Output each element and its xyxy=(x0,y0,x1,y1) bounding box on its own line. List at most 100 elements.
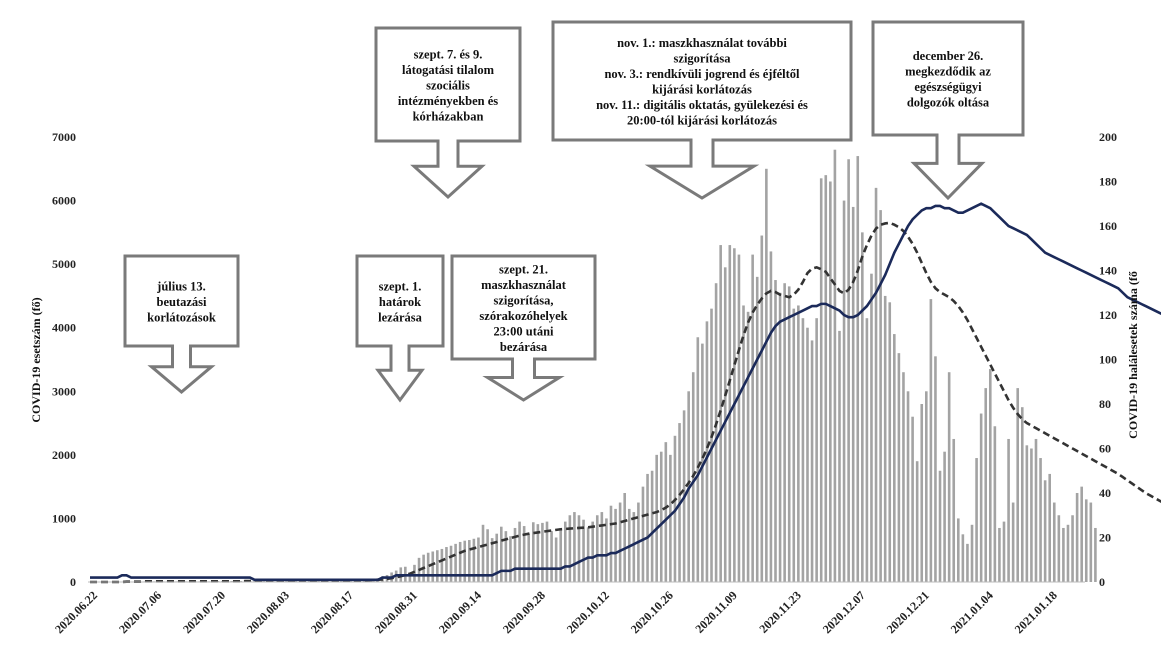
case-bar xyxy=(861,232,864,583)
case-bar xyxy=(1094,527,1097,582)
case-bar xyxy=(577,515,581,582)
case-bar xyxy=(733,248,736,582)
x-axis-ticks: 2020.06.22 2020.07.06 2020.07.20 2020.08.03… xyxy=(52,588,1060,636)
callout-line: intézményekben és xyxy=(398,94,498,108)
case-bar xyxy=(531,522,535,582)
case-bar xyxy=(618,502,622,582)
case-bar xyxy=(1071,515,1074,582)
x-tick-label: 2021.01.18 xyxy=(1012,588,1060,636)
callout-line: szigorítása xyxy=(674,52,732,66)
x-tick-label: 2020.06.22 xyxy=(52,588,100,636)
case-bar xyxy=(436,550,439,582)
case-bar xyxy=(1043,480,1047,582)
left-tick-label: 1000 xyxy=(52,511,76,525)
x-tick-label: 2020.12.07 xyxy=(820,588,868,636)
case-bar xyxy=(573,512,576,582)
x-tick-label: 2020.08.03 xyxy=(244,588,292,636)
case-bar xyxy=(879,210,882,583)
callout-line: maszkhasználat xyxy=(481,278,567,292)
case-bar xyxy=(445,547,448,582)
case-bar xyxy=(591,521,594,582)
callout-line: szept. 1. xyxy=(379,279,422,293)
case-bar xyxy=(500,526,503,582)
callout-line: szociális xyxy=(426,78,470,92)
case-bar xyxy=(1002,521,1006,582)
case-bar xyxy=(509,536,512,582)
right-tick-label: 40 xyxy=(1099,486,1111,500)
callout-sep21: szept. 21.maszkhasználat szigorítása,szór… xyxy=(450,254,597,402)
case-bar xyxy=(468,540,471,582)
case-bar xyxy=(801,318,805,582)
left-tick-label: 0 xyxy=(70,575,76,589)
callout-line: nov. 1.: maszkhasználat további xyxy=(617,36,787,50)
case-bar xyxy=(906,391,910,582)
case-bar xyxy=(527,533,531,582)
case-bar xyxy=(856,156,860,582)
callout-line: bezárása xyxy=(500,340,548,354)
callout-shape xyxy=(871,20,1025,201)
right-tick-label: 120 xyxy=(1099,308,1117,322)
case-bar xyxy=(696,337,700,582)
case-bar xyxy=(746,311,750,582)
case-bar xyxy=(925,391,928,582)
x-tick-label: 2021.01.04 xyxy=(948,588,996,636)
case-bar xyxy=(449,545,453,582)
case-bar xyxy=(1039,458,1042,582)
case-bar xyxy=(970,524,974,582)
case-bar xyxy=(1034,438,1038,582)
callout-line: nov. 3.: rendkívüli jogrend és éjféltől xyxy=(604,67,800,81)
case-bar xyxy=(1080,486,1083,582)
case-bar xyxy=(536,524,540,582)
callout-shape xyxy=(551,20,853,200)
case-bar xyxy=(614,508,617,582)
x-tick-label: 2020.08.31 xyxy=(372,588,420,636)
case-bar xyxy=(1007,438,1010,582)
left-tick-label: 5000 xyxy=(52,257,76,271)
case-bar xyxy=(1030,448,1033,582)
trend-lines xyxy=(90,202,1161,584)
callout-line: július 13. xyxy=(156,279,206,293)
left-tick-label: 7000 xyxy=(52,130,76,144)
case-bar xyxy=(413,564,416,582)
case-bar xyxy=(943,451,946,582)
case-bar xyxy=(659,451,663,582)
case-bar xyxy=(874,187,878,583)
case-bar xyxy=(472,538,476,582)
case-bar xyxy=(463,540,467,582)
callout-line: szigorítása, xyxy=(493,294,553,308)
callout-line: december 26. xyxy=(913,49,984,63)
callout-line: beutazási xyxy=(157,295,208,309)
case-bar xyxy=(851,206,855,582)
case-bar xyxy=(641,486,645,582)
case-bar xyxy=(883,295,887,582)
case-bar xyxy=(988,369,992,582)
callout-line: szept. 21. xyxy=(499,263,548,277)
case-bar xyxy=(755,276,759,582)
case-bar xyxy=(646,473,649,582)
callout-line: korlátozások xyxy=(147,310,216,324)
x-tick-label: 2020.09.14 xyxy=(436,588,484,636)
case-bar xyxy=(1052,502,1056,582)
case-bar xyxy=(605,518,608,582)
case-bar xyxy=(902,372,905,582)
case-bar xyxy=(559,527,563,582)
right-tick-label: 20 xyxy=(1099,531,1111,545)
case-bar xyxy=(760,235,764,583)
dashed-series-line xyxy=(90,221,1161,584)
left-tick-label: 4000 xyxy=(52,321,76,335)
case-bar xyxy=(984,388,988,582)
case-bar xyxy=(751,254,754,583)
x-tick-label: 2020.08.17 xyxy=(308,588,356,636)
case-bar xyxy=(486,529,489,582)
case-bar xyxy=(975,458,978,582)
case-bar xyxy=(783,283,786,582)
case-bar xyxy=(490,538,494,582)
case-bar xyxy=(623,493,626,582)
case-bar xyxy=(1089,502,1093,582)
case-bar xyxy=(765,168,768,583)
case-bars xyxy=(143,149,1097,583)
case-bar xyxy=(582,519,585,582)
case-bar xyxy=(710,308,713,582)
